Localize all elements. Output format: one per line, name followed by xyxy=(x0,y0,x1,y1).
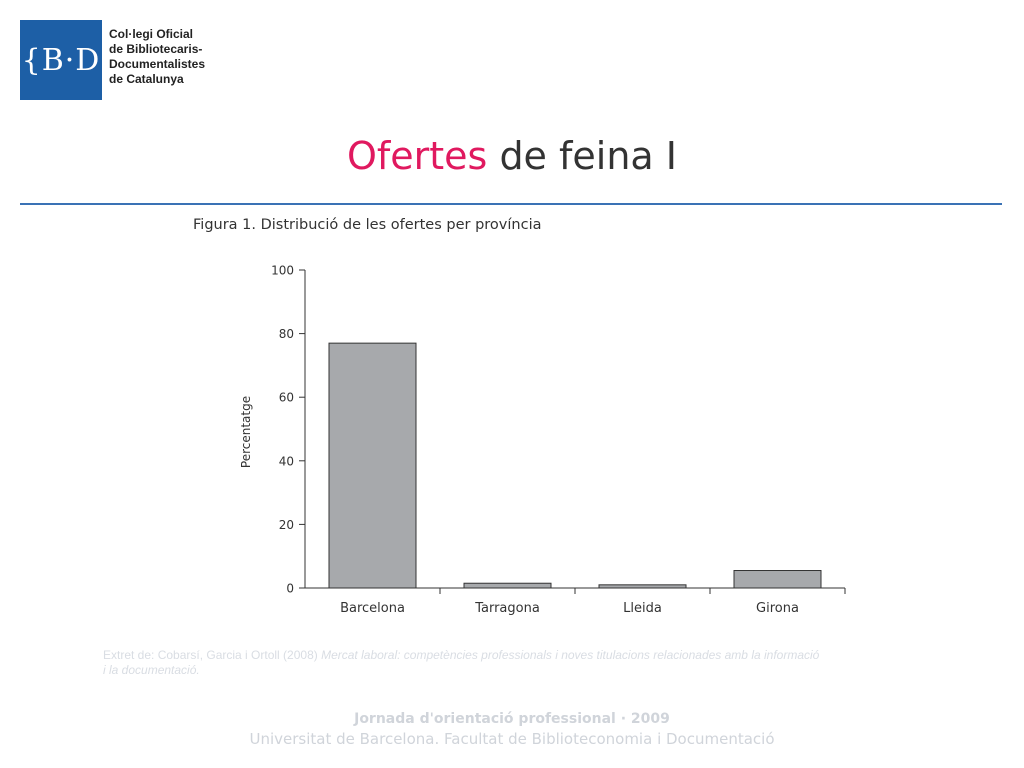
bar-girona xyxy=(733,570,822,589)
slide-title-rest: de feina I xyxy=(487,134,677,178)
x-tick-label: Barcelona xyxy=(340,601,405,616)
source-prefix: Extret de: Cobarsí, Garcia i Ortoll (200… xyxy=(103,648,322,662)
bar-tarragona xyxy=(463,582,552,589)
logo-mark: {B·D xyxy=(21,42,101,78)
figure-caption: Figura 1. Distribució de les ofertes per… xyxy=(193,217,542,233)
y-tick-label: 0 xyxy=(286,582,294,596)
footer-institution: Universitat de Barcelona. Facultat de Bi… xyxy=(249,730,775,748)
y-tick-label: 40 xyxy=(279,454,294,468)
x-tick-label: Tarragona xyxy=(474,601,540,616)
y-tick-label: 60 xyxy=(279,391,294,405)
x-tick-label: Girona xyxy=(756,601,799,616)
y-tick-label: 20 xyxy=(279,518,294,532)
organization-logo: {B·D xyxy=(20,20,102,100)
organization-name-line: Col·legi Oficial xyxy=(109,27,194,41)
organization-name-line: Documentalistes xyxy=(109,57,206,71)
y-tick-label: 100 xyxy=(271,264,294,278)
title-divider xyxy=(20,203,1002,205)
bar-lleida xyxy=(598,584,687,589)
y-axis-label: Percentatge xyxy=(239,396,253,468)
source-title: Mercat laboral: competències professiona… xyxy=(103,648,820,677)
slide-title-accent: Ofertes xyxy=(346,134,488,178)
bar-barcelona xyxy=(328,342,417,589)
slide-title: Ofertes de feina I xyxy=(0,134,1024,178)
footer-event: Jornada d'orientació professional · 2009 xyxy=(354,711,670,727)
organization-name-line: de Catalunya xyxy=(109,72,184,86)
x-tick-label: Lleida xyxy=(623,601,662,616)
organization-name-line: de Bibliotecaris- xyxy=(109,42,203,56)
organization-name: Col·legi Oficial de Bibliotecaris- Docum… xyxy=(109,27,205,87)
y-tick-label: 80 xyxy=(279,327,294,341)
source-citation: Extret de: Cobarsí, Garcia i Ortoll (200… xyxy=(103,648,823,678)
